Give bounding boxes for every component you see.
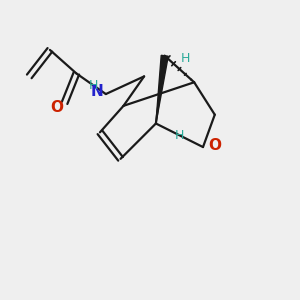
Text: O: O (208, 138, 221, 153)
Text: H: H (89, 79, 98, 92)
Polygon shape (156, 55, 168, 124)
Text: H: H (175, 129, 184, 142)
Text: N: N (91, 84, 103, 99)
Text: H: H (181, 52, 190, 65)
Text: O: O (50, 100, 63, 115)
